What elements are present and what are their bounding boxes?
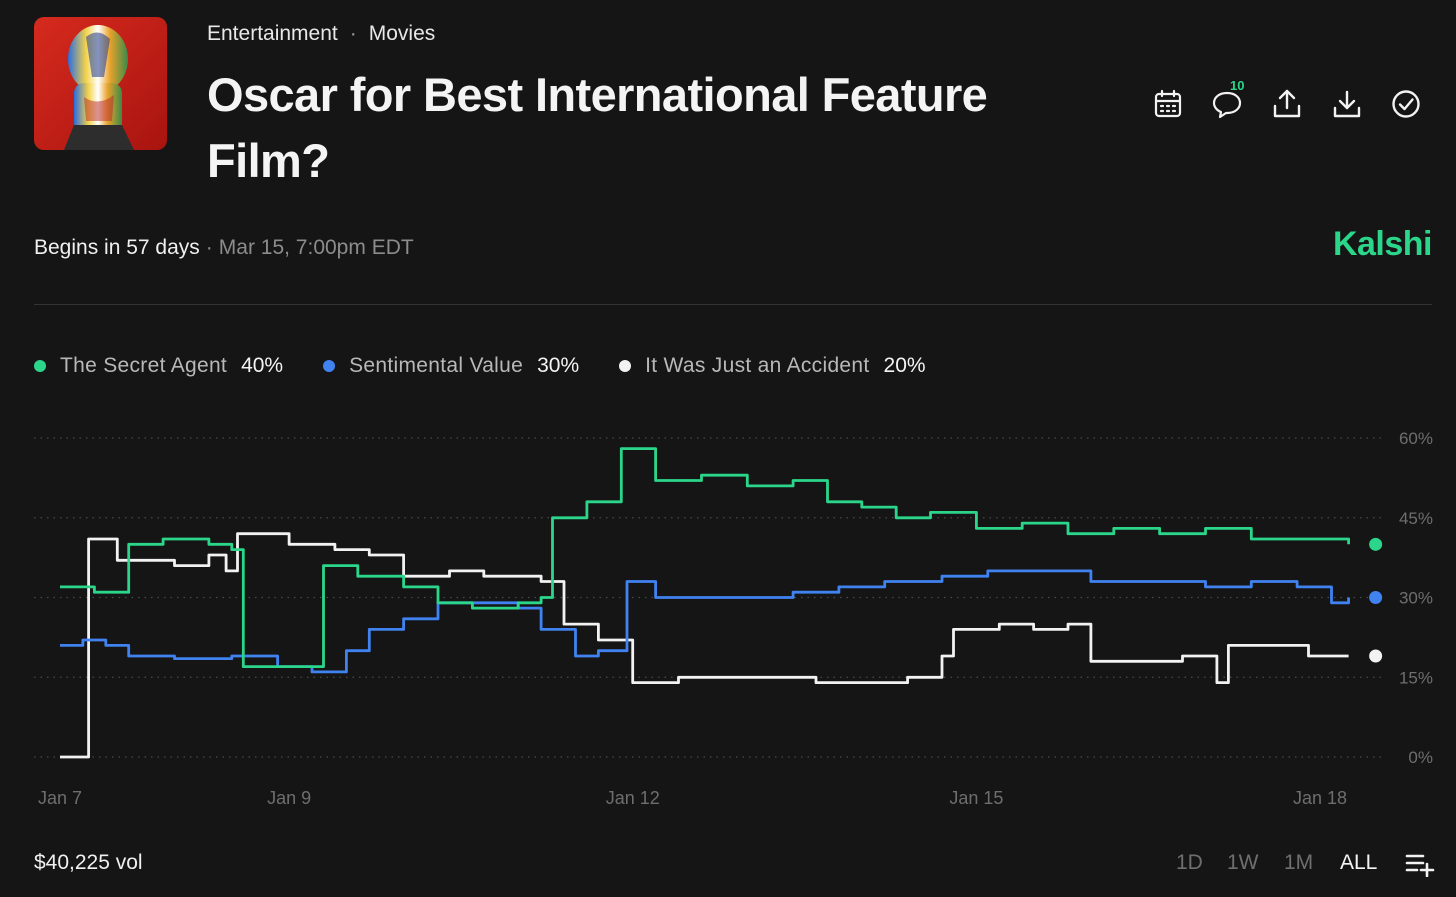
- y-tick-label: 30%: [1399, 589, 1433, 608]
- x-tick-label: Jan 15: [949, 788, 1003, 808]
- begins-countdown: Begins in 57 days: [34, 236, 200, 259]
- x-tick-label: Jan 9: [267, 788, 311, 808]
- legend-value: 20%: [883, 354, 926, 377]
- legend-name: The Secret Agent: [60, 354, 228, 377]
- series-line-0: [60, 447, 1350, 668]
- check-circle-icon[interactable]: [1388, 86, 1424, 122]
- x-tick-label: Jan 18: [1293, 788, 1347, 808]
- y-tick-label: 15%: [1399, 668, 1433, 687]
- legend-value: 30%: [537, 354, 580, 377]
- range-1m-button[interactable]: 1M: [1284, 851, 1314, 874]
- legend-name: It Was Just an Accident: [645, 354, 870, 377]
- calendar-icon[interactable]: [1150, 86, 1186, 122]
- category-link[interactable]: Entertainment: [207, 22, 338, 45]
- y-tick-label: 0%: [1408, 748, 1433, 767]
- chart-legend: The Secret Agent 40% Sentimental Value 3…: [34, 354, 966, 378]
- volume-label: $40,225 vol: [34, 851, 143, 874]
- legend-item-accident[interactable]: It Was Just an Accident 20%: [619, 354, 926, 378]
- comments-count-badge: 10: [1230, 78, 1245, 93]
- list-add-icon[interactable]: [1405, 851, 1435, 878]
- range-1w-button[interactable]: 1W: [1227, 851, 1259, 874]
- y-tick-label: 60%: [1399, 429, 1433, 448]
- series-endpoint-1: [1369, 591, 1383, 604]
- download-icon[interactable]: [1329, 86, 1365, 122]
- range-1d-button[interactable]: 1D: [1176, 851, 1203, 874]
- comments-icon[interactable]: [1209, 86, 1245, 122]
- kalshi-logo[interactable]: Kalshi: [1332, 225, 1433, 263]
- page-title: Oscar for Best International Feature Fil…: [207, 68, 988, 187]
- event-status: Begins in 57 days · Mar 15, 7:00pm EDT: [34, 236, 414, 260]
- y-tick-label: 45%: [1399, 509, 1433, 528]
- legend-item-secret-agent[interactable]: The Secret Agent 40%: [34, 354, 283, 378]
- legend-item-sentimental-value[interactable]: Sentimental Value 30%: [323, 354, 579, 378]
- status-separator: ·: [205, 236, 213, 259]
- breadcrumb-separator: ·: [349, 22, 357, 45]
- event-date: Mar 15, 7:00pm EDT: [218, 236, 414, 259]
- divider: [34, 304, 1432, 305]
- share-icon[interactable]: [1269, 86, 1305, 122]
- legend-dot-icon: [323, 360, 336, 372]
- legend-dot-icon: [619, 360, 632, 372]
- series-line-2: [60, 532, 1349, 759]
- x-tick-label: Jan 7: [38, 788, 82, 808]
- breadcrumb: Entertainment · Movies: [207, 22, 435, 46]
- series-endpoint-2: [1369, 649, 1383, 663]
- price-chart[interactable]: 60% 45% 30% 15% 0% Jan 7 Jan 9 Jan 12 Jan 15 Jan …: [0, 420, 1456, 820]
- series-line-1: [60, 569, 1350, 674]
- series-endpoint-0: [1369, 537, 1383, 551]
- legend-value: 40%: [241, 354, 284, 377]
- event-thumbnail: [34, 17, 167, 150]
- x-tick-label: Jan 12: [606, 788, 660, 808]
- legend-name: Sentimental Value: [349, 354, 524, 377]
- oscar-statue-image: [34, 17, 167, 150]
- range-all-button[interactable]: ALL: [1340, 851, 1378, 874]
- subcategory-link[interactable]: Movies: [368, 22, 436, 45]
- legend-dot-icon: [34, 360, 46, 372]
